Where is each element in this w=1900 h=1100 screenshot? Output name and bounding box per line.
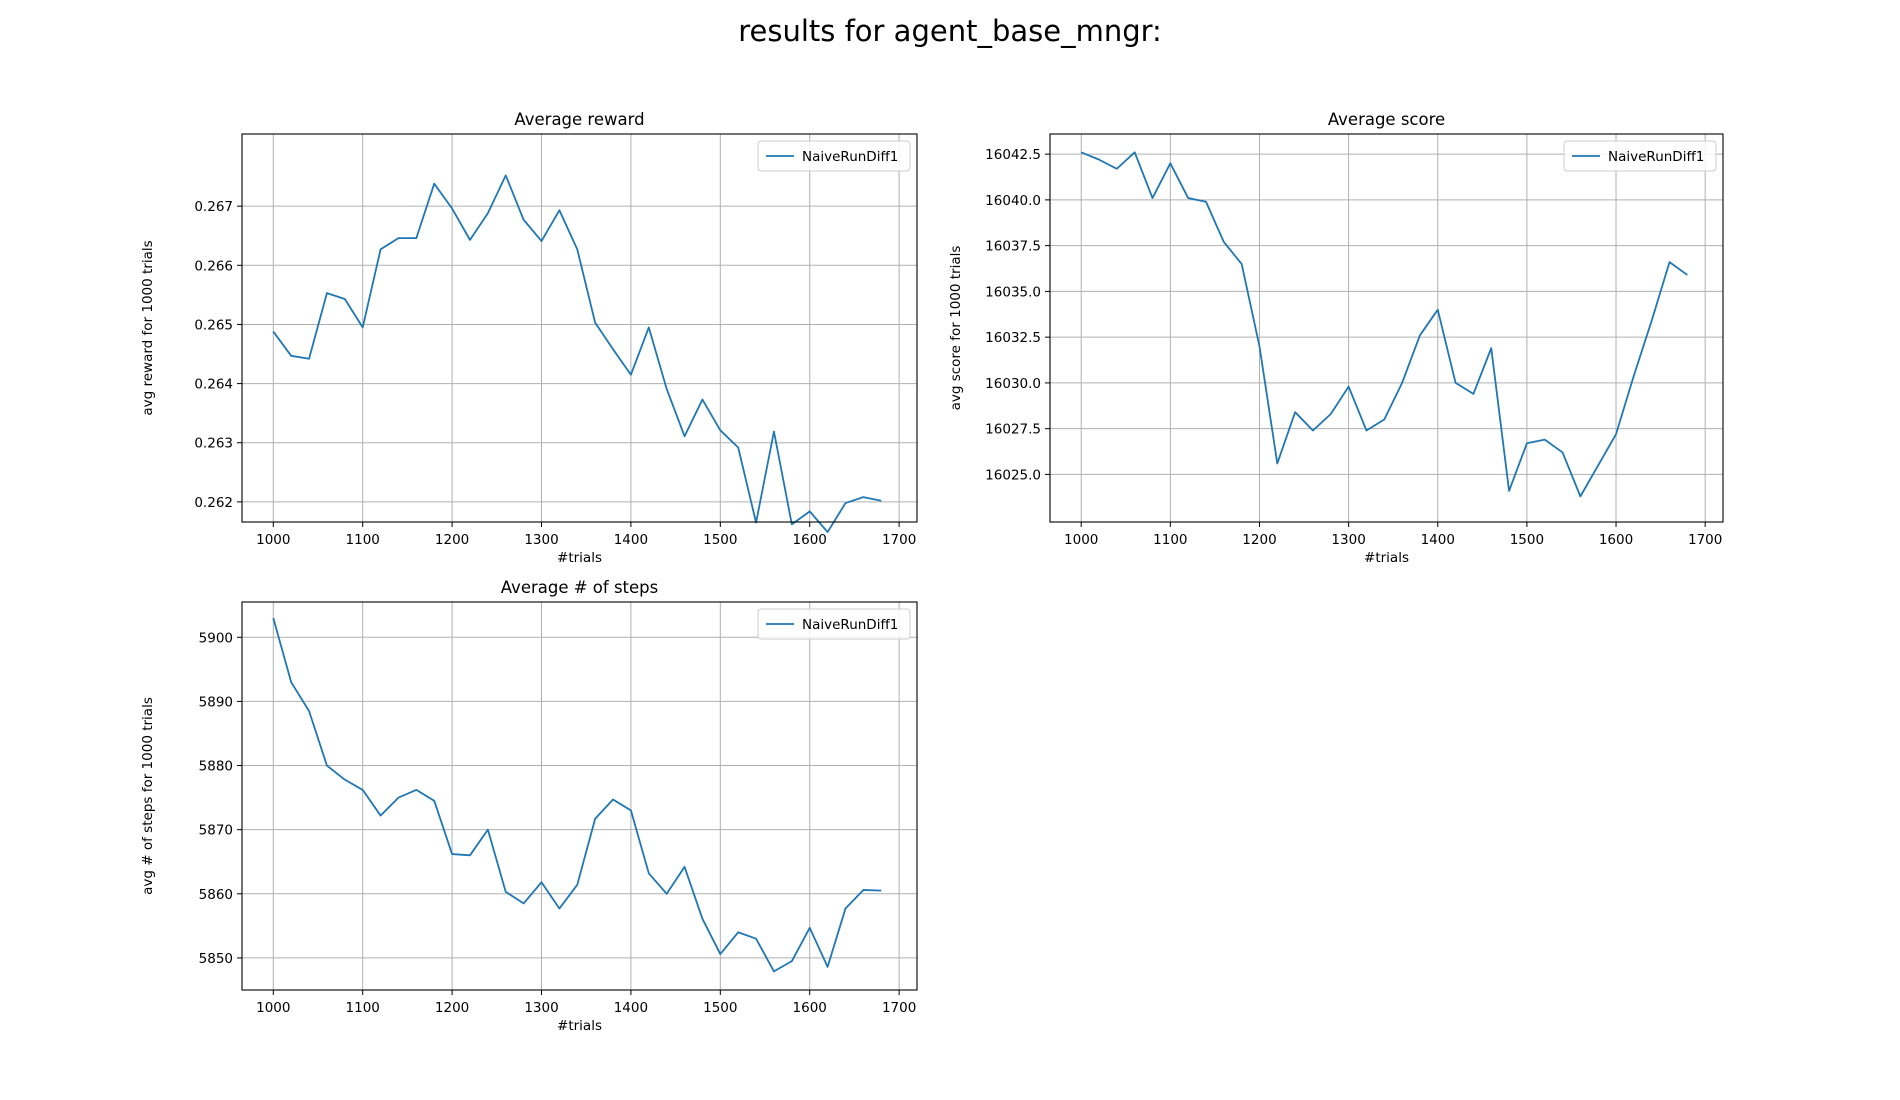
x-tick-label: 1000 (256, 1000, 290, 1016)
chart-title: Average # of steps (501, 578, 659, 597)
axes-frame (1049, 133, 1724, 523)
y-tick-label: 5890 (199, 694, 233, 710)
x-tick-label: 1500 (703, 1000, 737, 1016)
y-tick-label: 16035.0 (985, 284, 1041, 300)
x-tick-label: 1000 (256, 532, 290, 548)
x-tick-label: 1700 (1688, 532, 1722, 548)
axes-frame (241, 601, 918, 991)
y-tick-label: 5850 (199, 951, 233, 967)
legend-box (757, 140, 911, 172)
average-score-chart: 1000 1100 1200 1300 1400 1500 1600 1700 16025.0 1… (948, 110, 1724, 566)
y-tick-label: 16025.0 (985, 467, 1041, 483)
y-tick-label: 0.267 (194, 199, 233, 215)
axes-frame (241, 133, 918, 523)
x-tick-label: 1100 (346, 1000, 380, 1016)
x-tick-label: 1700 (882, 532, 916, 548)
x-tick-label: 1200 (435, 1000, 469, 1016)
legend-label: NaiveRunDiff1 (1608, 149, 1704, 165)
x-tick-label: 1700 (882, 1000, 916, 1016)
y-tick-label: 16042.5 (985, 147, 1041, 163)
x-tick-label: 1300 (524, 1000, 558, 1016)
x-axis-label: #trials (557, 1018, 602, 1034)
y-tick-label: 0.263 (194, 436, 233, 452)
chart-title: Average score (1328, 110, 1445, 129)
y-axis-label: avg reward for 1000 trials (140, 240, 156, 415)
x-axis-label: #trials (1364, 550, 1409, 566)
x-axis-label: #trials (557, 550, 602, 566)
y-tick-label: 0.266 (194, 258, 233, 274)
chart-title: Average reward (514, 110, 644, 129)
series-line (272, 174, 882, 533)
y-tick-label: 16040.0 (985, 193, 1041, 209)
y-tick-label: 16027.5 (985, 422, 1041, 438)
y-axis-label: avg # of steps for 1000 trials (140, 697, 156, 895)
y-tick-label: 0.265 (194, 317, 233, 333)
y-tick-label: 16032.5 (985, 330, 1041, 346)
series-line (272, 617, 882, 973)
x-tick-label: 1400 (1421, 532, 1455, 548)
x-tick-label: 1200 (435, 532, 469, 548)
legend-box (1563, 140, 1717, 172)
x-tick-label: 1200 (1242, 532, 1276, 548)
x-tick-label: 1100 (1153, 532, 1187, 548)
x-tick-label: 1600 (793, 532, 827, 548)
y-tick-label: 5880 (199, 759, 233, 775)
average-reward-chart: 1000 1100 1200 1300 1400 1500 1600 1700 0.262 0.2… (140, 110, 918, 566)
x-tick-label: 1400 (614, 532, 648, 548)
x-tick-label: 1000 (1064, 532, 1098, 548)
y-axis-label: avg score for 1000 trials (948, 246, 964, 411)
y-tick-label: 5870 (199, 823, 233, 839)
x-tick-label: 1600 (793, 1000, 827, 1016)
average-steps-chart: 1000 1100 1200 1300 1400 1500 1600 1700 5850 5860… (140, 578, 918, 1034)
y-tick-label: 5860 (199, 887, 233, 903)
y-tick-label: 5900 (199, 630, 233, 646)
series-line (1080, 151, 1688, 498)
legend-box (757, 608, 911, 640)
y-tick-label: 0.264 (194, 377, 233, 393)
y-tick-label: 16030.0 (985, 376, 1041, 392)
x-tick-label: 1300 (524, 532, 558, 548)
figure-title: results for agent_base_mngr: (738, 14, 1162, 48)
x-tick-label: 1400 (614, 1000, 648, 1016)
y-tick-label: 0.262 (194, 495, 233, 511)
x-tick-label: 1500 (1510, 532, 1544, 548)
y-tick-label: 16037.5 (985, 239, 1041, 255)
x-tick-label: 1100 (346, 532, 380, 548)
x-tick-label: 1300 (1331, 532, 1365, 548)
x-tick-label: 1600 (1599, 532, 1633, 548)
legend-label: NaiveRunDiff1 (802, 149, 898, 165)
x-tick-label: 1500 (703, 532, 737, 548)
legend-label: NaiveRunDiff1 (802, 617, 898, 633)
